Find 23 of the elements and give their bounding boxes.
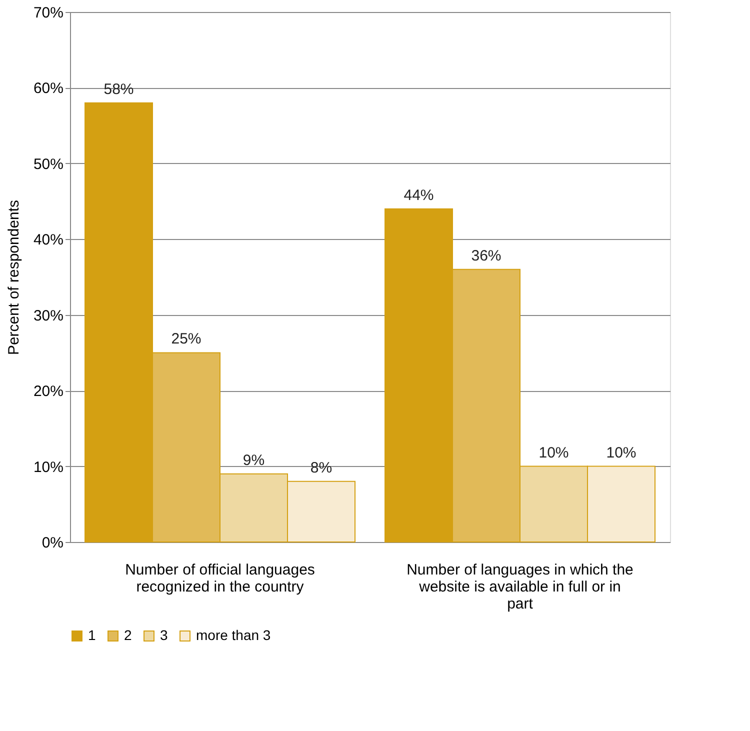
- x-tick-label: Number of official languages recognized in the country: [125, 562, 315, 596]
- text: 10%: [606, 444, 636, 462]
- y-tick-label: 0%: [42, 534, 64, 552]
- text: 10%: [538, 444, 569, 462]
- text: 8%: [310, 459, 332, 476]
- legend-label: 1: [88, 627, 96, 643]
- legend-label: 2: [124, 627, 132, 643]
- y-tick-label: 40%: [33, 232, 64, 249]
- y-tick-label: 30%: [33, 307, 64, 324]
- text: 44%: [404, 186, 434, 204]
- y-tick-label: 10%: [33, 458, 64, 476]
- legend-label: more than 3: [196, 627, 271, 643]
- y-tick-label: 50%: [33, 156, 64, 173]
- y-axis-title: Percent of respondents: [5, 200, 22, 356]
- text: 9%: [242, 452, 265, 469]
- x-tick-label: Number of languages in which the website is available in full or in part: [406, 562, 634, 612]
- legend-label: 3: [160, 627, 168, 643]
- text: 36%: [471, 247, 502, 264]
- y-tick-label: 70%: [33, 4, 64, 22]
- text: 58%: [104, 80, 134, 98]
- text: 25%: [171, 330, 202, 348]
- y-tick-label: 60%: [33, 80, 64, 98]
- y-tick-label: 20%: [33, 383, 64, 400]
